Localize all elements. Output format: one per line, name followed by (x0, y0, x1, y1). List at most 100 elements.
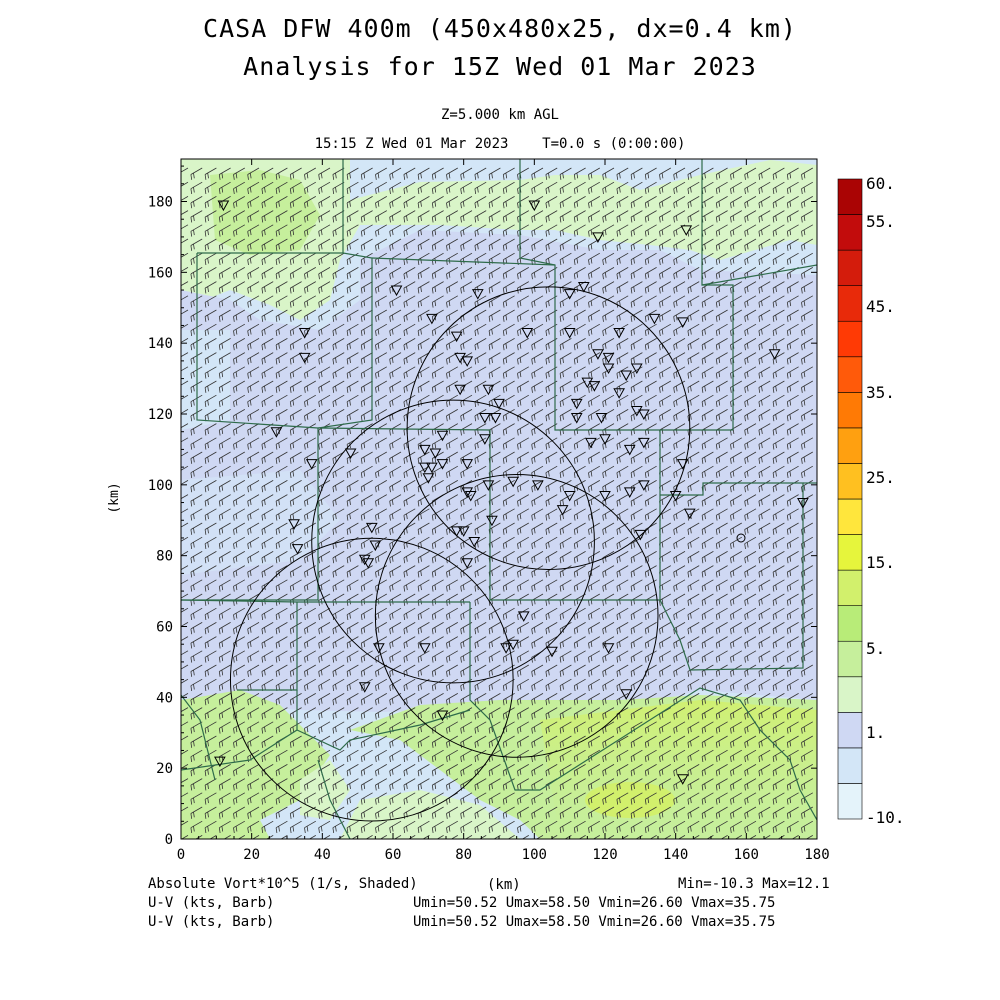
wind-barb (801, 778, 813, 791)
station-marker (648, 313, 661, 325)
wind-barb (758, 522, 771, 535)
wind-barb (616, 238, 629, 251)
wind-barb (403, 764, 416, 777)
wind-barb (715, 338, 728, 351)
wind-barb (659, 409, 671, 422)
wind-barb (573, 536, 586, 550)
wind-barb (559, 451, 572, 464)
wind-barb (786, 366, 799, 379)
wind-barb (602, 196, 615, 209)
wind-barb (730, 579, 742, 592)
wind-barb (474, 565, 487, 578)
wind-barb (545, 735, 558, 748)
wind-barb (744, 181, 757, 195)
wind-barb (261, 238, 274, 251)
wind-barb (588, 806, 600, 819)
wind-barb (687, 650, 700, 663)
wind-barb (673, 267, 686, 280)
wind-barb (417, 167, 430, 180)
wind-barb (360, 181, 373, 195)
wind-barb (758, 707, 771, 720)
wind-barb (559, 352, 572, 365)
wind-barb (460, 494, 473, 507)
wind-barb (261, 536, 274, 550)
wind-barb (687, 735, 700, 748)
wind-barb (630, 508, 643, 521)
wind-barb (247, 721, 260, 734)
wind-barb (389, 707, 402, 720)
wind-barb (488, 210, 501, 223)
wind-barb (218, 352, 231, 365)
wind-barb (417, 778, 430, 791)
wind-barb (730, 664, 742, 677)
wind-barb (644, 764, 657, 777)
wind-barb (517, 792, 529, 805)
wind-barb (304, 678, 316, 692)
wind-barb (630, 735, 643, 748)
wind-barb (715, 792, 728, 805)
wind-barb (559, 267, 572, 280)
station-marker (676, 459, 689, 470)
wind-barb (588, 196, 600, 209)
wind-barb (474, 238, 487, 251)
wind-barb (786, 295, 799, 308)
wind-barb (346, 281, 359, 294)
wind-barb (630, 749, 643, 763)
wind-barb (346, 380, 359, 393)
chart-title-line2: Analysis for 15Z Wed 01 Mar 2023 (243, 52, 757, 81)
wind-barb (616, 309, 629, 322)
wind-barb (275, 394, 288, 408)
wind-barb (346, 295, 359, 308)
wind-barb (389, 196, 402, 209)
wind-barb (730, 593, 742, 606)
wind-barb (602, 721, 615, 734)
wind-barb (559, 465, 572, 479)
wind-barb (275, 281, 288, 294)
wind-barb (659, 238, 671, 251)
wind-barb (744, 437, 757, 450)
wind-barb (573, 792, 586, 805)
wind-barb (801, 181, 813, 195)
wind-barb (744, 551, 757, 564)
wind-barb (474, 267, 487, 280)
wind-barb (190, 778, 203, 791)
wind-barb (233, 494, 245, 507)
wind-barb (375, 693, 387, 706)
wind-barb (616, 522, 629, 535)
wind-barb (644, 749, 657, 763)
wind-barb (431, 622, 444, 635)
wind-barb (517, 536, 529, 550)
wind-barb (573, 238, 586, 251)
wind-barb (332, 394, 345, 408)
wind-barb (659, 281, 671, 294)
wind-barb (502, 167, 515, 180)
wind-barb (545, 693, 558, 706)
wind-barb (375, 764, 387, 777)
wind-barb (190, 238, 203, 251)
wind-barb (389, 167, 402, 180)
wind-barb (744, 338, 757, 351)
colorbar-label: 1. (866, 723, 885, 742)
wind-barb (332, 281, 345, 294)
wind-barb (545, 167, 558, 180)
wind-barb (460, 238, 473, 251)
wind-barb (446, 224, 458, 237)
wind-barb (673, 167, 686, 180)
wind-barb (247, 338, 260, 351)
wind-barb (275, 494, 288, 507)
wind-barb (517, 707, 529, 720)
wind-barb (318, 820, 331, 834)
wind-barb (318, 380, 331, 393)
wind-barb (488, 636, 501, 649)
wind-barb (687, 380, 700, 393)
wind-barb (247, 820, 260, 834)
wind-barb (190, 678, 203, 692)
wind-barb (190, 636, 203, 649)
wind-barb (318, 281, 331, 294)
wind-barb (730, 480, 742, 493)
wind-barb (758, 394, 771, 408)
wind-barb (786, 806, 799, 819)
wind-barb (687, 465, 700, 479)
wind-barb (701, 522, 714, 535)
wind-barb (730, 565, 742, 578)
